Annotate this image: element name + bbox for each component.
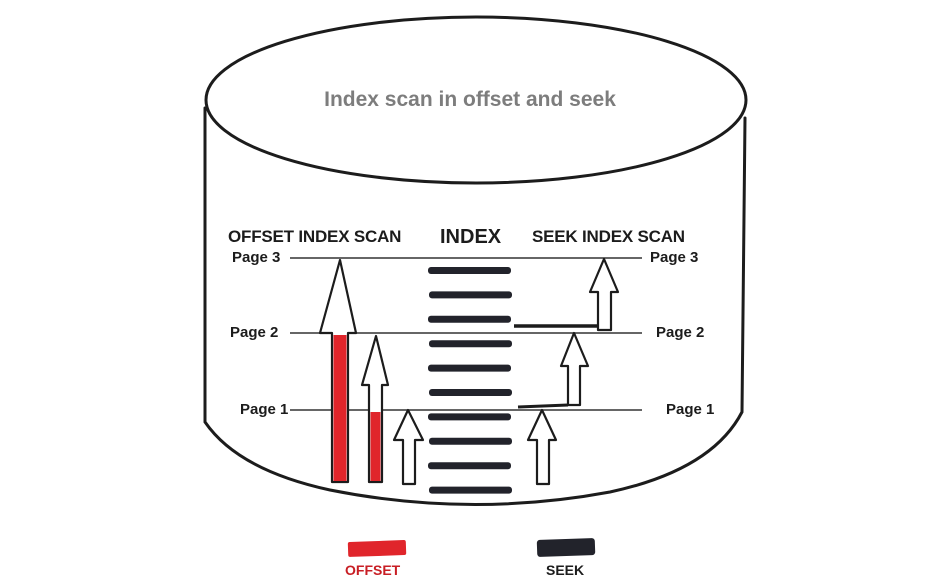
- cylinder-body: [203, 106, 747, 507]
- offset-arrow-page-2: [360, 334, 390, 484]
- offset-arrow-page-1-outline: [392, 408, 425, 486]
- index-row-10: [429, 486, 512, 494]
- legend-swatch-offset: [347, 540, 407, 557]
- seek-arrows: [514, 257, 620, 486]
- legend-swatch-seek: [536, 538, 596, 557]
- index-row-5: [428, 364, 511, 372]
- index-row-6: [429, 389, 512, 396]
- index-row-8: [429, 437, 512, 445]
- offset-arrow-page-2-outline: [360, 334, 390, 484]
- seek-arrow-page-1: [526, 408, 558, 486]
- legend-label-offset: OFFSET: [345, 562, 401, 578]
- seek-arrow-page-3: [588, 257, 620, 332]
- index-rows: [428, 267, 512, 494]
- page-label-left-1: Page 1: [240, 401, 289, 418]
- page-label-right-1: Page 1: [666, 401, 715, 418]
- cylinder-top: [204, 15, 748, 185]
- offset-arrow-page-3: [318, 258, 358, 484]
- page-label-right-2: Page 2: [656, 324, 705, 341]
- index-row-1: [428, 267, 511, 274]
- offset-arrow-page-1: [392, 408, 425, 486]
- database-cylinder: [203, 15, 748, 507]
- page-label-left-3: Page 3: [232, 249, 281, 266]
- offset-arrow-page-2-fill: [370, 412, 381, 481]
- diagram-title: Index scan in offset and seek: [324, 88, 616, 111]
- legend: [347, 538, 596, 557]
- index-header: INDEX: [440, 226, 502, 248]
- offset-arrows: [318, 258, 425, 486]
- legend-label-seek: SEEK: [546, 562, 585, 578]
- index-row-3: [428, 315, 511, 323]
- seek-arrow-page-2: [559, 331, 590, 407]
- index-row-2: [429, 291, 512, 299]
- offset-index-scan-header: OFFSET INDEX SCAN: [228, 227, 402, 246]
- index-row-9: [428, 462, 511, 470]
- seek-index-scan-header: SEEK INDEX SCAN: [532, 227, 685, 246]
- index-row-4: [429, 340, 512, 348]
- page-label-right-3: Page 3: [650, 249, 699, 266]
- page-label-left-2: Page 2: [230, 324, 279, 341]
- index-row-7: [428, 413, 511, 421]
- offset-arrow-page-3-fill: [333, 335, 347, 481]
- seek-jump-page-1: [517, 403, 569, 409]
